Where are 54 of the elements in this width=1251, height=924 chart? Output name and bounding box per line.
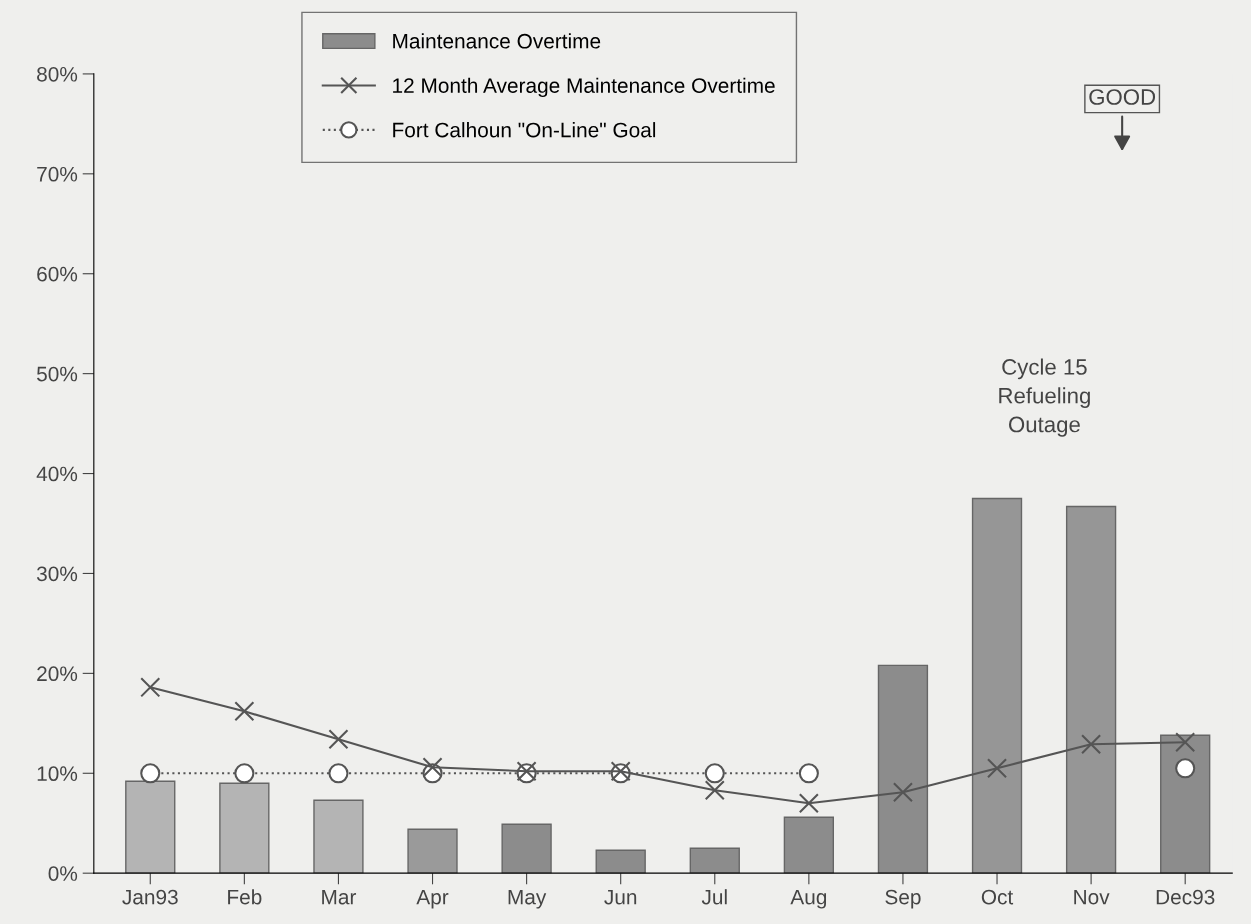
x-tick-label: Jun <box>604 889 637 905</box>
point <box>704 763 725 784</box>
y-tick-label: 30% <box>36 566 78 582</box>
legend-label: Fort Calhoun "On-Line" Goal <box>393 122 656 138</box>
bar <box>971 497 1023 874</box>
point <box>328 763 349 784</box>
point <box>704 780 725 801</box>
point <box>798 793 819 814</box>
annotation: GOOD <box>1089 89 1156 105</box>
x-tick-label: Mar <box>322 889 357 905</box>
x-tick-label: Dec93 <box>1156 889 1215 905</box>
y-tick-label: 50% <box>36 366 78 382</box>
legend-label: 12 Month Average Maintenance Overtime <box>393 77 775 98</box>
point <box>1175 758 1196 779</box>
point <box>1175 732 1196 753</box>
y-tick-label: 10% <box>37 766 78 782</box>
y-tick-label: 70% <box>37 166 78 182</box>
bar <box>1065 505 1117 874</box>
point <box>422 757 443 778</box>
point <box>234 763 255 784</box>
bar <box>1160 734 1211 874</box>
x-tick-label: Nov <box>1074 889 1110 905</box>
bar <box>689 847 740 874</box>
bar <box>219 782 270 874</box>
y-tick-label: 0% <box>48 866 78 881</box>
x-tick-label: Sep <box>885 889 921 909</box>
bar <box>595 849 646 874</box>
point <box>986 758 1008 779</box>
bar <box>501 823 552 874</box>
point <box>140 763 161 784</box>
x-tick-label: Jul <box>701 889 727 905</box>
annotation: Cycle 15 Refueling Outage <box>999 358 1090 437</box>
point <box>140 677 161 698</box>
x-tick-label: May <box>508 889 547 909</box>
x-tick-label: Oct <box>981 889 1014 905</box>
x-tick-label: Jan93 <box>122 889 178 905</box>
y-tick-label: 20% <box>37 666 78 682</box>
y-tick-label: 40% <box>36 466 78 482</box>
point <box>798 763 819 784</box>
bar <box>783 816 835 874</box>
point <box>328 729 349 750</box>
legend-label: Maintenance Overtime <box>393 33 601 49</box>
bar <box>407 828 458 874</box>
point <box>892 782 914 803</box>
point <box>234 701 255 722</box>
bar <box>125 780 176 874</box>
bar <box>877 664 929 874</box>
y-tick-label: 80% <box>37 66 78 82</box>
x-tick-label: Feb <box>228 889 262 905</box>
x-tick-label: Apr <box>416 889 449 909</box>
y-tick-label: 60% <box>37 266 78 282</box>
x-tick-label: Aug <box>790 889 827 909</box>
point <box>1081 734 1102 755</box>
bar <box>313 799 364 874</box>
